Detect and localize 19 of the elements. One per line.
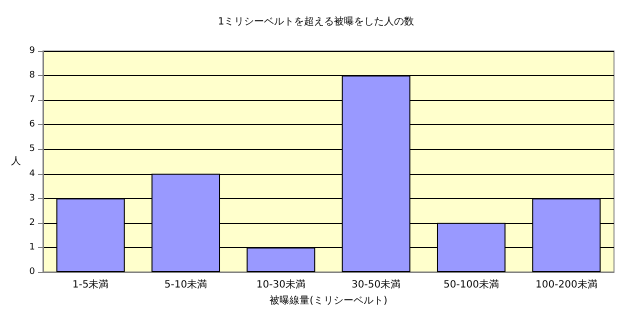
y-tick-label: 4 [29,168,36,179]
x-axis-title: 被曝線量(ミリシーベルト) [270,294,388,306]
y-tick-label: 3 [29,193,35,204]
y-tick-label: 0 [29,267,36,277]
x-tick-label: 5-10未満 [164,278,208,290]
x-tick-label: 10-30未満 [256,278,306,290]
y-tick-label: 8 [29,70,36,81]
y-tick-label: 2 [29,218,35,228]
x-tick-label: 50-100未満 [444,278,499,290]
x-tick-label: 1-5未満 [72,278,109,290]
y-tick-label: 6 [29,120,36,130]
chart-title: 1ミリシーベルトを超える被曝をした人の数 [218,16,414,28]
y-tick-label: 5 [29,144,35,154]
x-tick-label: 100-200未満 [536,278,598,290]
y-axis-title: 人 [11,156,21,167]
y-tick-label: 7 [29,95,35,106]
y-tick-label: 9 [29,46,36,56]
y-tick-label: 1 [29,242,35,252]
x-tick-label: 30-50未満 [352,278,401,290]
